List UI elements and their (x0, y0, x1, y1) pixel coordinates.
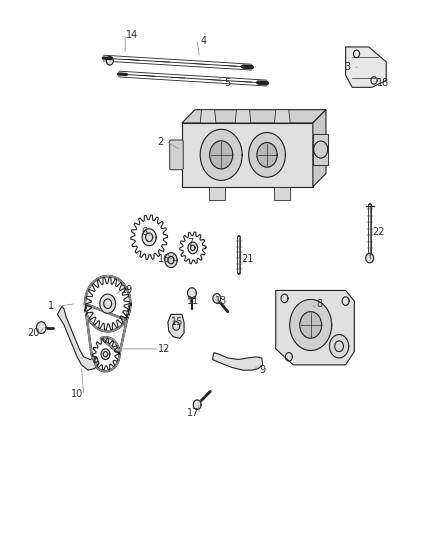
Polygon shape (210, 141, 233, 169)
Polygon shape (168, 314, 184, 338)
Polygon shape (200, 110, 216, 123)
Text: 14: 14 (126, 30, 138, 41)
Polygon shape (182, 123, 313, 187)
Text: 1: 1 (48, 301, 54, 311)
Polygon shape (188, 242, 198, 254)
Polygon shape (300, 312, 321, 338)
Text: 11: 11 (187, 296, 199, 306)
Text: 10: 10 (71, 389, 83, 399)
Polygon shape (36, 322, 46, 334)
Polygon shape (182, 110, 326, 123)
Text: 2: 2 (157, 136, 163, 147)
Polygon shape (275, 110, 290, 123)
Polygon shape (165, 253, 177, 268)
Text: 16: 16 (158, 254, 170, 263)
Polygon shape (257, 143, 277, 167)
Text: 21: 21 (241, 254, 254, 263)
Text: 6: 6 (142, 227, 148, 237)
Text: 17: 17 (187, 408, 199, 418)
Text: 15: 15 (171, 317, 184, 327)
Polygon shape (168, 256, 174, 264)
Polygon shape (290, 300, 332, 351)
Polygon shape (275, 187, 290, 200)
Polygon shape (187, 288, 196, 298)
Polygon shape (200, 130, 242, 180)
Polygon shape (366, 253, 374, 263)
FancyBboxPatch shape (170, 140, 183, 169)
Text: 19: 19 (121, 286, 134, 295)
Polygon shape (213, 294, 221, 303)
Polygon shape (209, 187, 225, 200)
Polygon shape (57, 306, 99, 370)
Text: 4: 4 (201, 36, 207, 45)
Text: 18: 18 (377, 78, 389, 88)
Polygon shape (101, 349, 110, 360)
Polygon shape (106, 56, 113, 65)
Polygon shape (249, 133, 286, 177)
Polygon shape (313, 134, 328, 165)
Text: 7: 7 (187, 238, 194, 247)
Polygon shape (346, 47, 386, 87)
Text: 5: 5 (225, 78, 231, 88)
Text: 9: 9 (260, 365, 266, 375)
Polygon shape (329, 335, 349, 358)
Text: 22: 22 (372, 227, 385, 237)
Text: 12: 12 (158, 344, 171, 354)
Polygon shape (100, 294, 116, 313)
Polygon shape (276, 290, 354, 365)
Text: 20: 20 (27, 328, 39, 338)
Polygon shape (235, 110, 251, 123)
Polygon shape (193, 400, 201, 409)
Polygon shape (313, 110, 326, 187)
Text: 8: 8 (316, 298, 322, 309)
Polygon shape (212, 353, 263, 370)
Text: 13: 13 (215, 296, 227, 306)
Polygon shape (142, 229, 156, 246)
Text: 3: 3 (345, 62, 351, 72)
